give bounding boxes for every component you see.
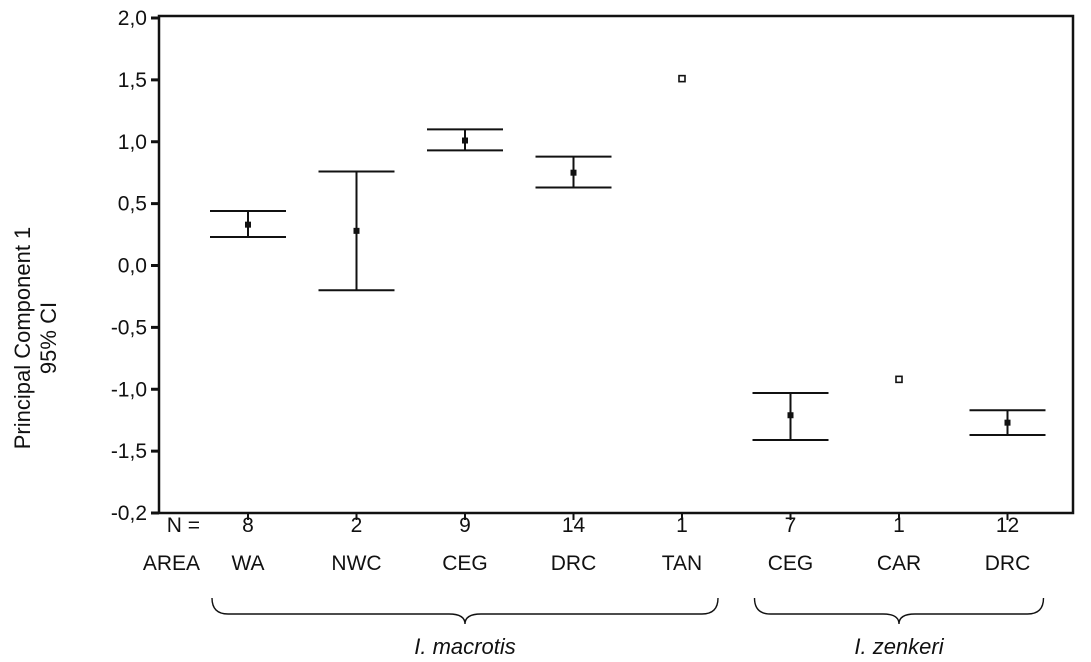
n-row-label: N =: [167, 514, 200, 537]
error-bars: [210, 128, 1046, 441]
category-label: DRC: [985, 552, 1031, 575]
category-label: CEG: [768, 552, 814, 575]
y-tick-label: 1,5: [118, 69, 147, 92]
category-labels: WA NWC CEG DRC TAN CEG CAR DRC: [231, 513, 1030, 575]
n-value: 14: [562, 514, 586, 537]
category-label: WA: [231, 552, 264, 575]
category-label: CEG: [442, 552, 488, 575]
category-label: CAR: [877, 552, 921, 575]
mean-marker: [787, 412, 794, 419]
mean-marker-single: [895, 375, 903, 384]
category-label: NWC: [331, 552, 381, 575]
species-label: I. macrotis: [414, 634, 515, 659]
y-axis-title-line-1: Principal Component 1: [10, 227, 35, 450]
mean-points: [245, 74, 1011, 426]
group-brace: [753, 597, 1045, 625]
y-tick-label: 0,0: [118, 255, 147, 278]
mean-marker: [353, 227, 360, 234]
category-label: DRC: [551, 552, 597, 575]
n-value: 1: [676, 514, 688, 537]
y-tick-label: -1,0: [111, 378, 147, 401]
mean-marker: [1004, 419, 1011, 426]
y-tick-label: 2,0: [118, 7, 147, 30]
y-tick-label: -0,2: [111, 502, 147, 525]
n-value: 1: [893, 514, 905, 537]
mean-marker-single: [678, 74, 686, 83]
area-row-label: AREA: [143, 552, 200, 575]
y-tick-label: 1,0: [118, 131, 147, 154]
n-values: 8 2 9 14 1 7 1 12: [242, 514, 1019, 537]
species-label: I. zenkeri: [854, 634, 944, 659]
mean-marker: [245, 221, 251, 228]
n-value: 2: [351, 514, 363, 537]
y-ticks: 2,0 1,5 1,0 0,5 0,0 -0,5 -1,0 -1,5 -0,2: [111, 7, 159, 525]
y-tick-label: -1,5: [111, 440, 147, 463]
n-value: 8: [242, 514, 254, 537]
n-value: 9: [459, 514, 471, 537]
y-axis-title-line-2: 95% CI: [36, 302, 61, 374]
n-value: 7: [785, 514, 797, 537]
group-brace: [211, 597, 719, 625]
mean-marker: [462, 137, 468, 144]
y-tick-label: 0,5: [118, 193, 147, 216]
species-groups: I. macrotis I. zenkeri: [211, 597, 1045, 659]
plot-frame: [157, 14, 1075, 515]
y-tick-label: -0,5: [111, 316, 147, 339]
n-value: 12: [996, 514, 1019, 537]
category-label: TAN: [662, 552, 702, 575]
y-axis-title: Principal Component 1 95% CI: [10, 227, 61, 450]
mean-marker: [570, 169, 577, 176]
